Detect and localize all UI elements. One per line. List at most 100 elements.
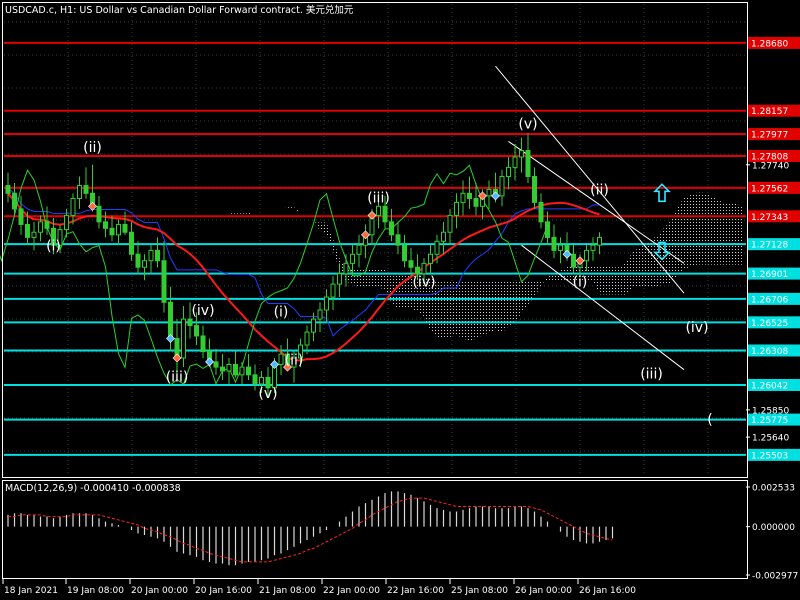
candle-body-3: [25, 223, 30, 238]
cloud-segment-18: [287, 207, 294, 210]
cloud-segment-19: [294, 207, 301, 213]
candle-body-64: [421, 262, 427, 275]
candle-body-61: [402, 244, 407, 262]
time-tick-label-2: 20 Jan 00:00: [131, 586, 188, 596]
time-tick-label-1: 19 Jan 08:00: [67, 586, 124, 596]
cloud-segment-12: [248, 210, 255, 215]
candle-body-23: [155, 249, 160, 262]
candle-body-85: [558, 244, 563, 251]
cloud-segment-48: [482, 280, 489, 336]
candle-body-30: [200, 335, 206, 353]
signal-marker-6: [361, 230, 370, 240]
candle-body-19: [129, 231, 134, 255]
cloud-segment-85: [723, 202, 730, 265]
candle-body-5: [38, 221, 43, 233]
level-tag-label-9: 1.26525: [751, 319, 788, 329]
candle-body-79: [519, 150, 524, 158]
level-tag-label-6: 1.27128: [751, 241, 788, 251]
candle-body-20: [135, 253, 141, 268]
candle-body-91: [597, 236, 602, 246]
candle-body-29: [194, 325, 199, 337]
level-tag-label-10: 1.26308: [751, 347, 788, 357]
candle-body-72: [473, 198, 479, 207]
candle-body-77: [506, 166, 511, 177]
arrow-down-icon: [653, 241, 671, 261]
cloud-segment-41: [437, 280, 444, 339]
signal-marker-7: [367, 210, 377, 220]
wave-label-12: (iv): [685, 320, 708, 336]
cloud-segment-66: [599, 266, 606, 295]
cloud-segment-17: [281, 207, 288, 210]
wave-label-0: (ii): [83, 140, 102, 156]
macd-tick-label-0: 0.002533: [752, 484, 795, 494]
cloud-segment-57: [541, 276, 548, 287]
cloud-segment-9: [229, 213, 236, 217]
level-tag-label-3: 1.27808: [751, 152, 788, 162]
candle-body-15: [103, 221, 108, 229]
candle-body-9: [64, 214, 69, 231]
macd-label: MACD(12,26,9) -0.000410 -0.000838: [5, 483, 181, 494]
trend-channel[interactable]: [495, 65, 685, 371]
cloud-segment-50: [495, 280, 502, 333]
level-tag-label-8: 1.26706: [751, 295, 788, 305]
cloud-segment-61: [567, 264, 574, 281]
channel-line-2: [521, 244, 685, 371]
candle-body-90: [590, 244, 596, 251]
cloud-segment-38: [417, 274, 424, 318]
candle-body-45: [298, 344, 303, 359]
wave-label-8: (iv): [412, 275, 435, 291]
wave-label-9: (v): [518, 116, 537, 132]
cloud-segment-62: [573, 264, 580, 281]
wave-label-2: (iv): [191, 303, 214, 319]
level-tag-0: [748, 36, 800, 49]
candle-body-21: [142, 260, 147, 268]
cloud-segment-43: [450, 280, 457, 337]
candle-body-65: [428, 253, 433, 264]
candle-body-8: [57, 229, 63, 246]
direction-arrows: [653, 183, 671, 261]
candle-body-53: [350, 253, 355, 264]
candle-body-89: [584, 249, 589, 262]
cloud-segment-23: [320, 222, 327, 235]
cloud-segment-25: [333, 238, 340, 270]
cloud-segment-53: [515, 280, 522, 322]
cloud-segment-63: [580, 264, 587, 281]
candle-body-74: [486, 188, 492, 197]
cloud-segment-72: [638, 244, 645, 287]
macd-pane-frame: [2, 480, 748, 579]
wave-label-13: (iii): [640, 367, 663, 383]
signal-marker-2: [172, 353, 182, 363]
wave-label-7: (iii): [367, 190, 390, 206]
candle-body-52: [343, 262, 349, 275]
level-tag-3: [748, 149, 800, 162]
level-tag-label-2: 1.27977: [751, 131, 788, 141]
signal-marker-4: [270, 360, 279, 369]
level-tag-12: [748, 413, 800, 426]
horizontal-levels[interactable]: [4, 41, 746, 456]
cloud-segment-45: [463, 280, 470, 342]
candle-body-51: [337, 273, 342, 285]
macd-signal-line: [8, 497, 613, 563]
level-tag-11: [748, 378, 800, 391]
cloud-segment-84: [716, 199, 723, 265]
cloud-segment-78: [677, 197, 684, 277]
candle-body-87: [571, 253, 576, 268]
cloud-segment-22: [313, 222, 320, 231]
candle-body-32: [213, 361, 219, 368]
signal-marker-3: [205, 357, 214, 367]
cloud-segment-31: [372, 269, 379, 288]
cloud-segment-81: [697, 192, 704, 265]
candle-body-36: [239, 366, 245, 376]
time-tick-label-4: 21 Jan 08:00: [259, 586, 316, 596]
time-axis: 18 Jan 2021 19 Jan 08:00 20 Jan 00:00 20 Ja…: [2, 578, 636, 596]
candle-body-46: [304, 331, 310, 346]
wave-label-4: (i): [274, 305, 289, 321]
wave-label-1: (i): [46, 238, 61, 254]
macd-tick-label-2: -0.002977: [752, 572, 798, 582]
ma-red-line: [7, 192, 600, 362]
level-tag-label-11: 1.26042: [751, 381, 788, 391]
candle-body-18: [122, 223, 128, 233]
cloud-segment-83: [710, 194, 717, 265]
signal-marker-8: [478, 191, 487, 201]
